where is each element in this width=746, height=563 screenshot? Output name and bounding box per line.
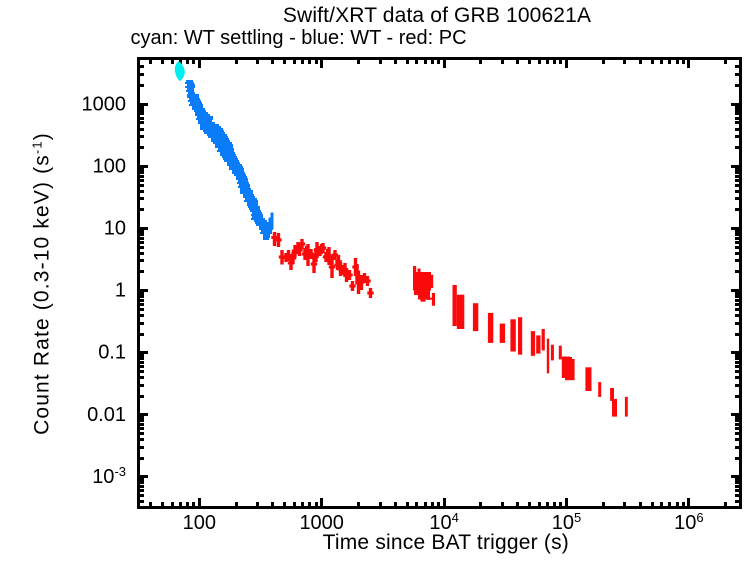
svg-text:Time since BAT trigger (s): Time since BAT trigger (s) — [323, 531, 569, 554]
svg-text:100: 100 — [183, 512, 216, 534]
svg-text:1: 1 — [115, 280, 126, 302]
svg-text:10: 10 — [104, 218, 126, 240]
svg-text:Swift/XRT data of GRB 100621A: Swift/XRT data of GRB 100621A — [283, 4, 591, 27]
svg-text:0.01: 0.01 — [87, 404, 126, 426]
svg-text:1000: 1000 — [299, 512, 344, 534]
svg-text:Count Rate (0.3-10 keV) (s-1): Count Rate (0.3-10 keV) (s-1) — [30, 132, 54, 435]
svg-text:0.1: 0.1 — [98, 342, 126, 364]
svg-text:10-3: 10-3 — [92, 464, 126, 488]
svg-text:1000: 1000 — [82, 93, 127, 115]
svg-text:cyan: WT settling - blue: WT -: cyan: WT settling - blue: WT - red: PC — [131, 27, 467, 49]
svg-text:100: 100 — [93, 155, 126, 177]
